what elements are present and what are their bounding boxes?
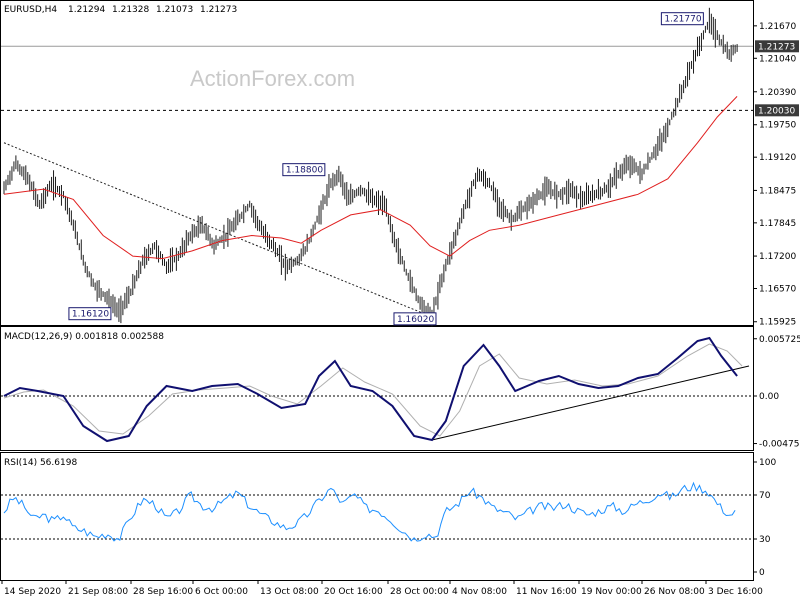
rsi-ytick-label: 70: [759, 491, 771, 501]
x-tick-label: 13 Oct 08:00: [260, 587, 319, 597]
price-ytick-label: 1.19120: [759, 153, 796, 163]
x-tick-label: 28 Sep 16:00: [133, 587, 193, 597]
ohlc-close: 1.21273: [200, 5, 237, 15]
x-tick-label: 20 Oct 16:00: [324, 587, 383, 597]
price-ytick-label: 1.19750: [759, 121, 796, 131]
price-ytick-label: 1.17845: [759, 219, 796, 229]
price-annotation-label: 1.16020: [397, 315, 434, 325]
ohlc-high: 1.21328: [112, 5, 149, 15]
price-ytick-label: 1.18475: [759, 186, 796, 196]
watermark: ActionForex.com: [190, 66, 355, 91]
price-ytick-label: 1.15925: [759, 318, 796, 328]
macd-signal-line: [3, 343, 743, 437]
level-label: 1.20030: [758, 106, 795, 116]
price-trendline: [3, 142, 433, 318]
rsi-ytick-label: 100: [759, 458, 776, 468]
x-tick-label: 3 Dec 16:00: [708, 587, 763, 597]
price-ytick-label: 1.21670: [759, 22, 796, 32]
macd-ytick-label: -0.004755: [759, 440, 800, 450]
ohlc-open: 1.21294: [68, 5, 105, 15]
price-panel-frame: [0, 0, 754, 326]
price-annotation-label: 1.18800: [286, 166, 323, 176]
x-tick-label: 11 Nov 16:00: [516, 587, 577, 597]
x-tick-label: 28 Oct 00:00: [390, 587, 449, 597]
price-annotation-box: [282, 163, 326, 177]
price-ytick-label: 1.21040: [759, 54, 796, 64]
x-tick-label: 19 Nov 00:00: [581, 587, 642, 597]
macd-title: MACD(12,26,9) 0.001818 0.002588: [4, 332, 164, 342]
x-tick-label: 21 Sep 08:00: [68, 587, 128, 597]
price-annotation-label: 1.16120: [72, 310, 109, 320]
price-title: EURUSD,H4 1.21294 1.21328 1.21073 1.2127…: [4, 5, 237, 15]
price-annotation-box: [660, 12, 704, 26]
x-tick-label: 4 Nov 08:00: [452, 587, 507, 597]
price-ytick-label: 1.17200: [759, 252, 796, 262]
macd-trendline: [431, 365, 750, 441]
price-annotation-label: 1.21770: [664, 15, 701, 25]
rsi-title: RSI(14) 56.6198: [4, 458, 77, 468]
current-price-label: 1.21273: [758, 42, 795, 52]
level-tag: [755, 104, 799, 117]
price-ytick-label: 1.16570: [759, 285, 796, 295]
price-annotation-box: [68, 307, 112, 321]
x-tick-label: 14 Sep 2020: [4, 587, 61, 597]
rsi-panel-frame: [0, 452, 754, 581]
macd-ytick-label: 0.00: [759, 392, 779, 402]
price-ytick-label: 1.20390: [759, 88, 796, 98]
macd-ytick-label: 0.005725: [759, 335, 800, 345]
current-price-tag: [755, 40, 799, 53]
x-tick-label: 26 Nov 08:00: [644, 587, 705, 597]
moving-average-line: [3, 96, 738, 260]
rsi-ytick-label: 30: [759, 535, 771, 545]
price-annotation-box: [393, 312, 437, 326]
rsi-line: [3, 481, 736, 542]
rsi-ytick-label: 0: [759, 568, 765, 578]
x-tick-label: 6 Oct 00:00: [195, 587, 248, 597]
symbol-label: EURUSD,H4: [4, 5, 57, 15]
macd-panel-frame: [0, 326, 754, 451]
ohlc-low: 1.21073: [156, 5, 193, 15]
macd-line: [3, 336, 738, 443]
